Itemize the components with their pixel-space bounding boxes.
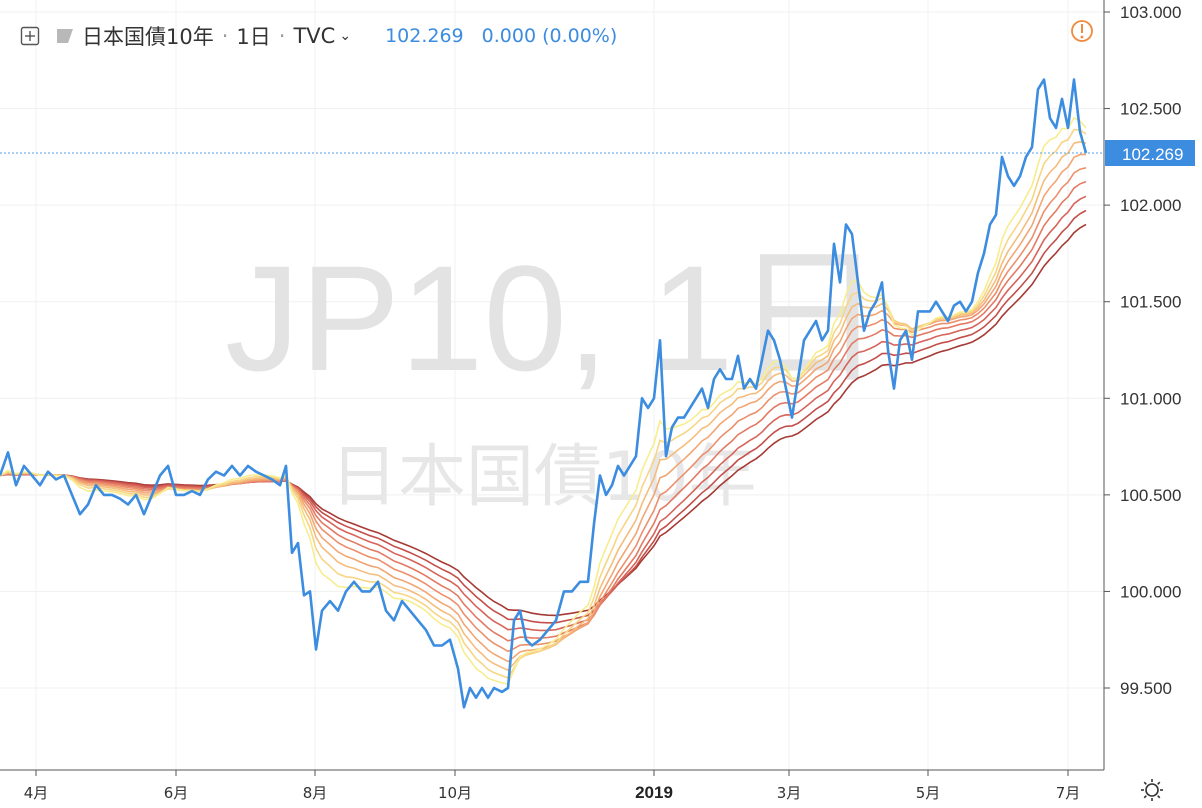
alert-icon[interactable] <box>1071 20 1093 42</box>
settings-icon[interactable] <box>1141 779 1163 801</box>
separator-dot: · <box>278 24 286 48</box>
x-tick-label: 2019 <box>635 783 673 802</box>
current-price: 102.269 <box>385 25 464 47</box>
ma-line-3 <box>0 140 1087 672</box>
watermark-name: 日本国債10年 <box>330 438 757 517</box>
legend-header: 日本国債10年 · 1日 · TVC ⌄ 102.269 0.000 (0.00… <box>20 20 617 52</box>
y-tick-label: 100.500 <box>1120 486 1181 505</box>
price-axis[interactable]: 103.000 102.500 102.000 101.500 101.000 100.5… <box>1104 3 1181 698</box>
last-price-label: 102.269 <box>1122 145 1183 164</box>
exchange-label[interactable]: TVC <box>293 24 336 48</box>
x-tick-label: 6月 <box>164 784 189 802</box>
x-tick-label: 4月 <box>24 784 49 802</box>
chevron-down-icon[interactable]: ⌄ <box>339 28 352 44</box>
last-price-badge <box>1105 140 1195 166</box>
x-tick-label: 5月 <box>916 784 941 802</box>
price-series <box>0 78 1088 709</box>
ma-ribbon <box>0 116 1087 685</box>
x-tick-label: 10月 <box>438 784 472 802</box>
x-tick-label: 7月 <box>1056 784 1081 802</box>
separator-dot: · <box>221 24 229 48</box>
interval-label[interactable]: 1日 <box>236 25 271 49</box>
symbol-name[interactable]: 日本国債10年 <box>82 25 214 49</box>
ma-line-2 <box>0 128 1087 679</box>
ma-line-1 <box>0 116 1087 685</box>
price-line <box>0 78 1088 709</box>
y-tick-label: 103.000 <box>1120 3 1181 22</box>
y-tick-label: 101.000 <box>1120 389 1181 408</box>
x-tick-label: 8月 <box>303 784 328 802</box>
x-tick-label: 3月 <box>777 784 802 802</box>
y-tick-label: 102.000 <box>1120 196 1181 215</box>
y-tick-label: 99.500 <box>1120 679 1172 698</box>
add-compare-icon[interactable] <box>20 26 40 46</box>
y-tick-label: 100.000 <box>1120 582 1181 601</box>
flag-icon[interactable] <box>54 26 76 46</box>
price-change: 0.000 (0.00%) <box>481 25 618 47</box>
watermark-symbol: JP10, 1日 <box>225 234 884 402</box>
y-tick-label: 102.500 <box>1120 100 1181 119</box>
time-axis[interactable]: 4月 6月 8月 10月 2019 3月 5月 7月 <box>24 770 1081 802</box>
y-tick-label: 101.500 <box>1120 293 1181 312</box>
ma-line-4 <box>0 153 1087 663</box>
